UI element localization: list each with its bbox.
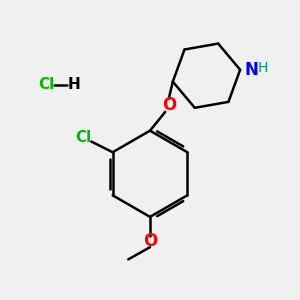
Text: Cl: Cl: [38, 77, 54, 92]
Text: O: O: [162, 96, 176, 114]
Text: N: N: [244, 61, 259, 79]
Text: Cl: Cl: [75, 130, 92, 145]
Text: H: H: [68, 77, 81, 92]
Text: O: O: [143, 232, 157, 250]
Text: H: H: [257, 61, 268, 75]
